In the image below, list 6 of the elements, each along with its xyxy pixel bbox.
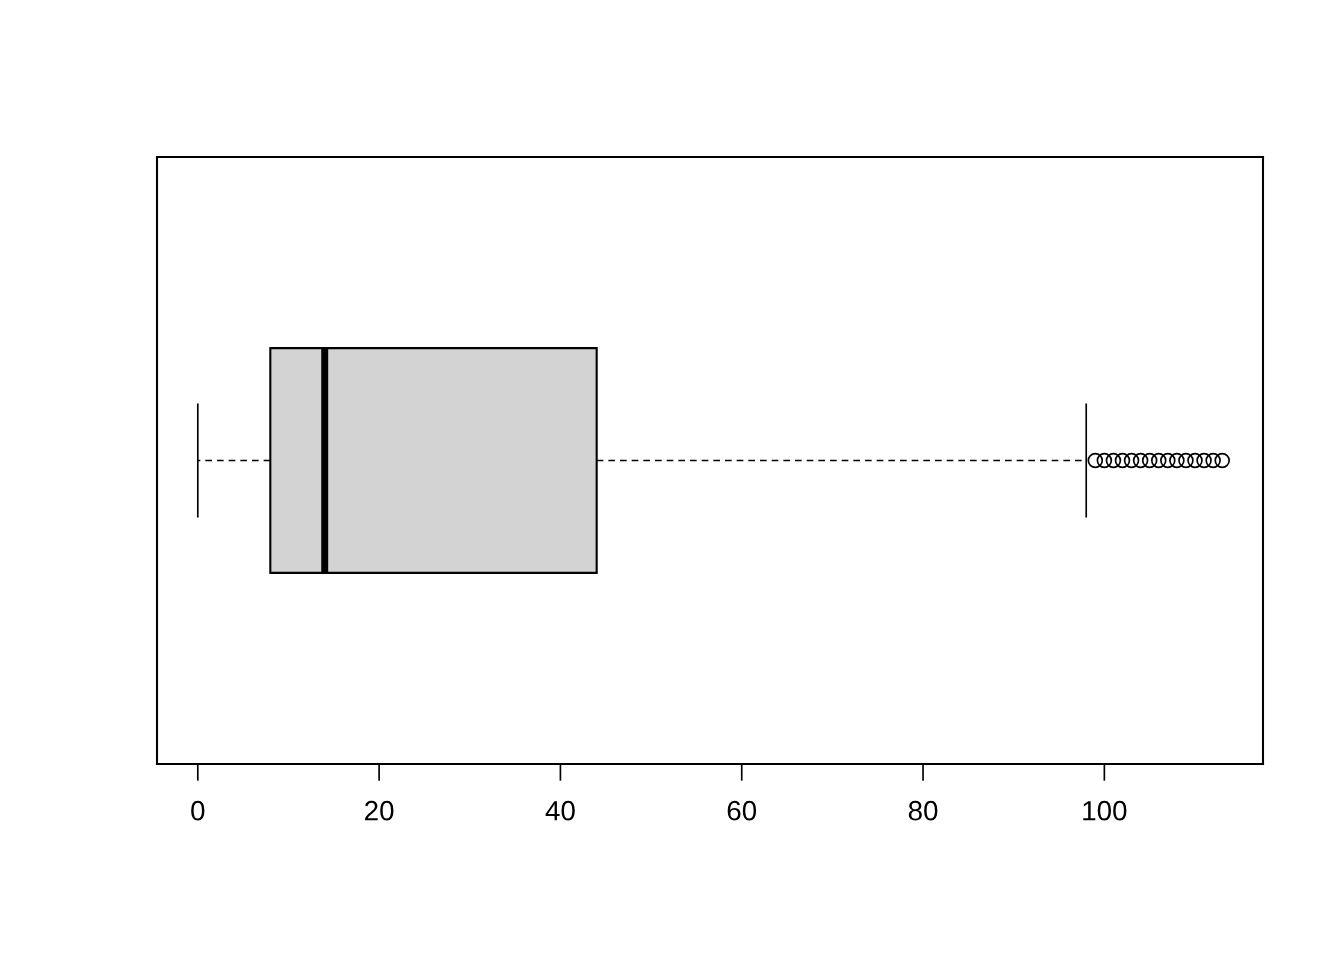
- x-tick-label: 60: [727, 800, 757, 821]
- x-tick-label: 0: [191, 800, 205, 821]
- x-tick-label: 20: [365, 800, 394, 821]
- x-tick-label: 80: [908, 800, 938, 821]
- x-tick-label: 100: [1083, 800, 1127, 821]
- x-tick-label: 40: [545, 800, 575, 821]
